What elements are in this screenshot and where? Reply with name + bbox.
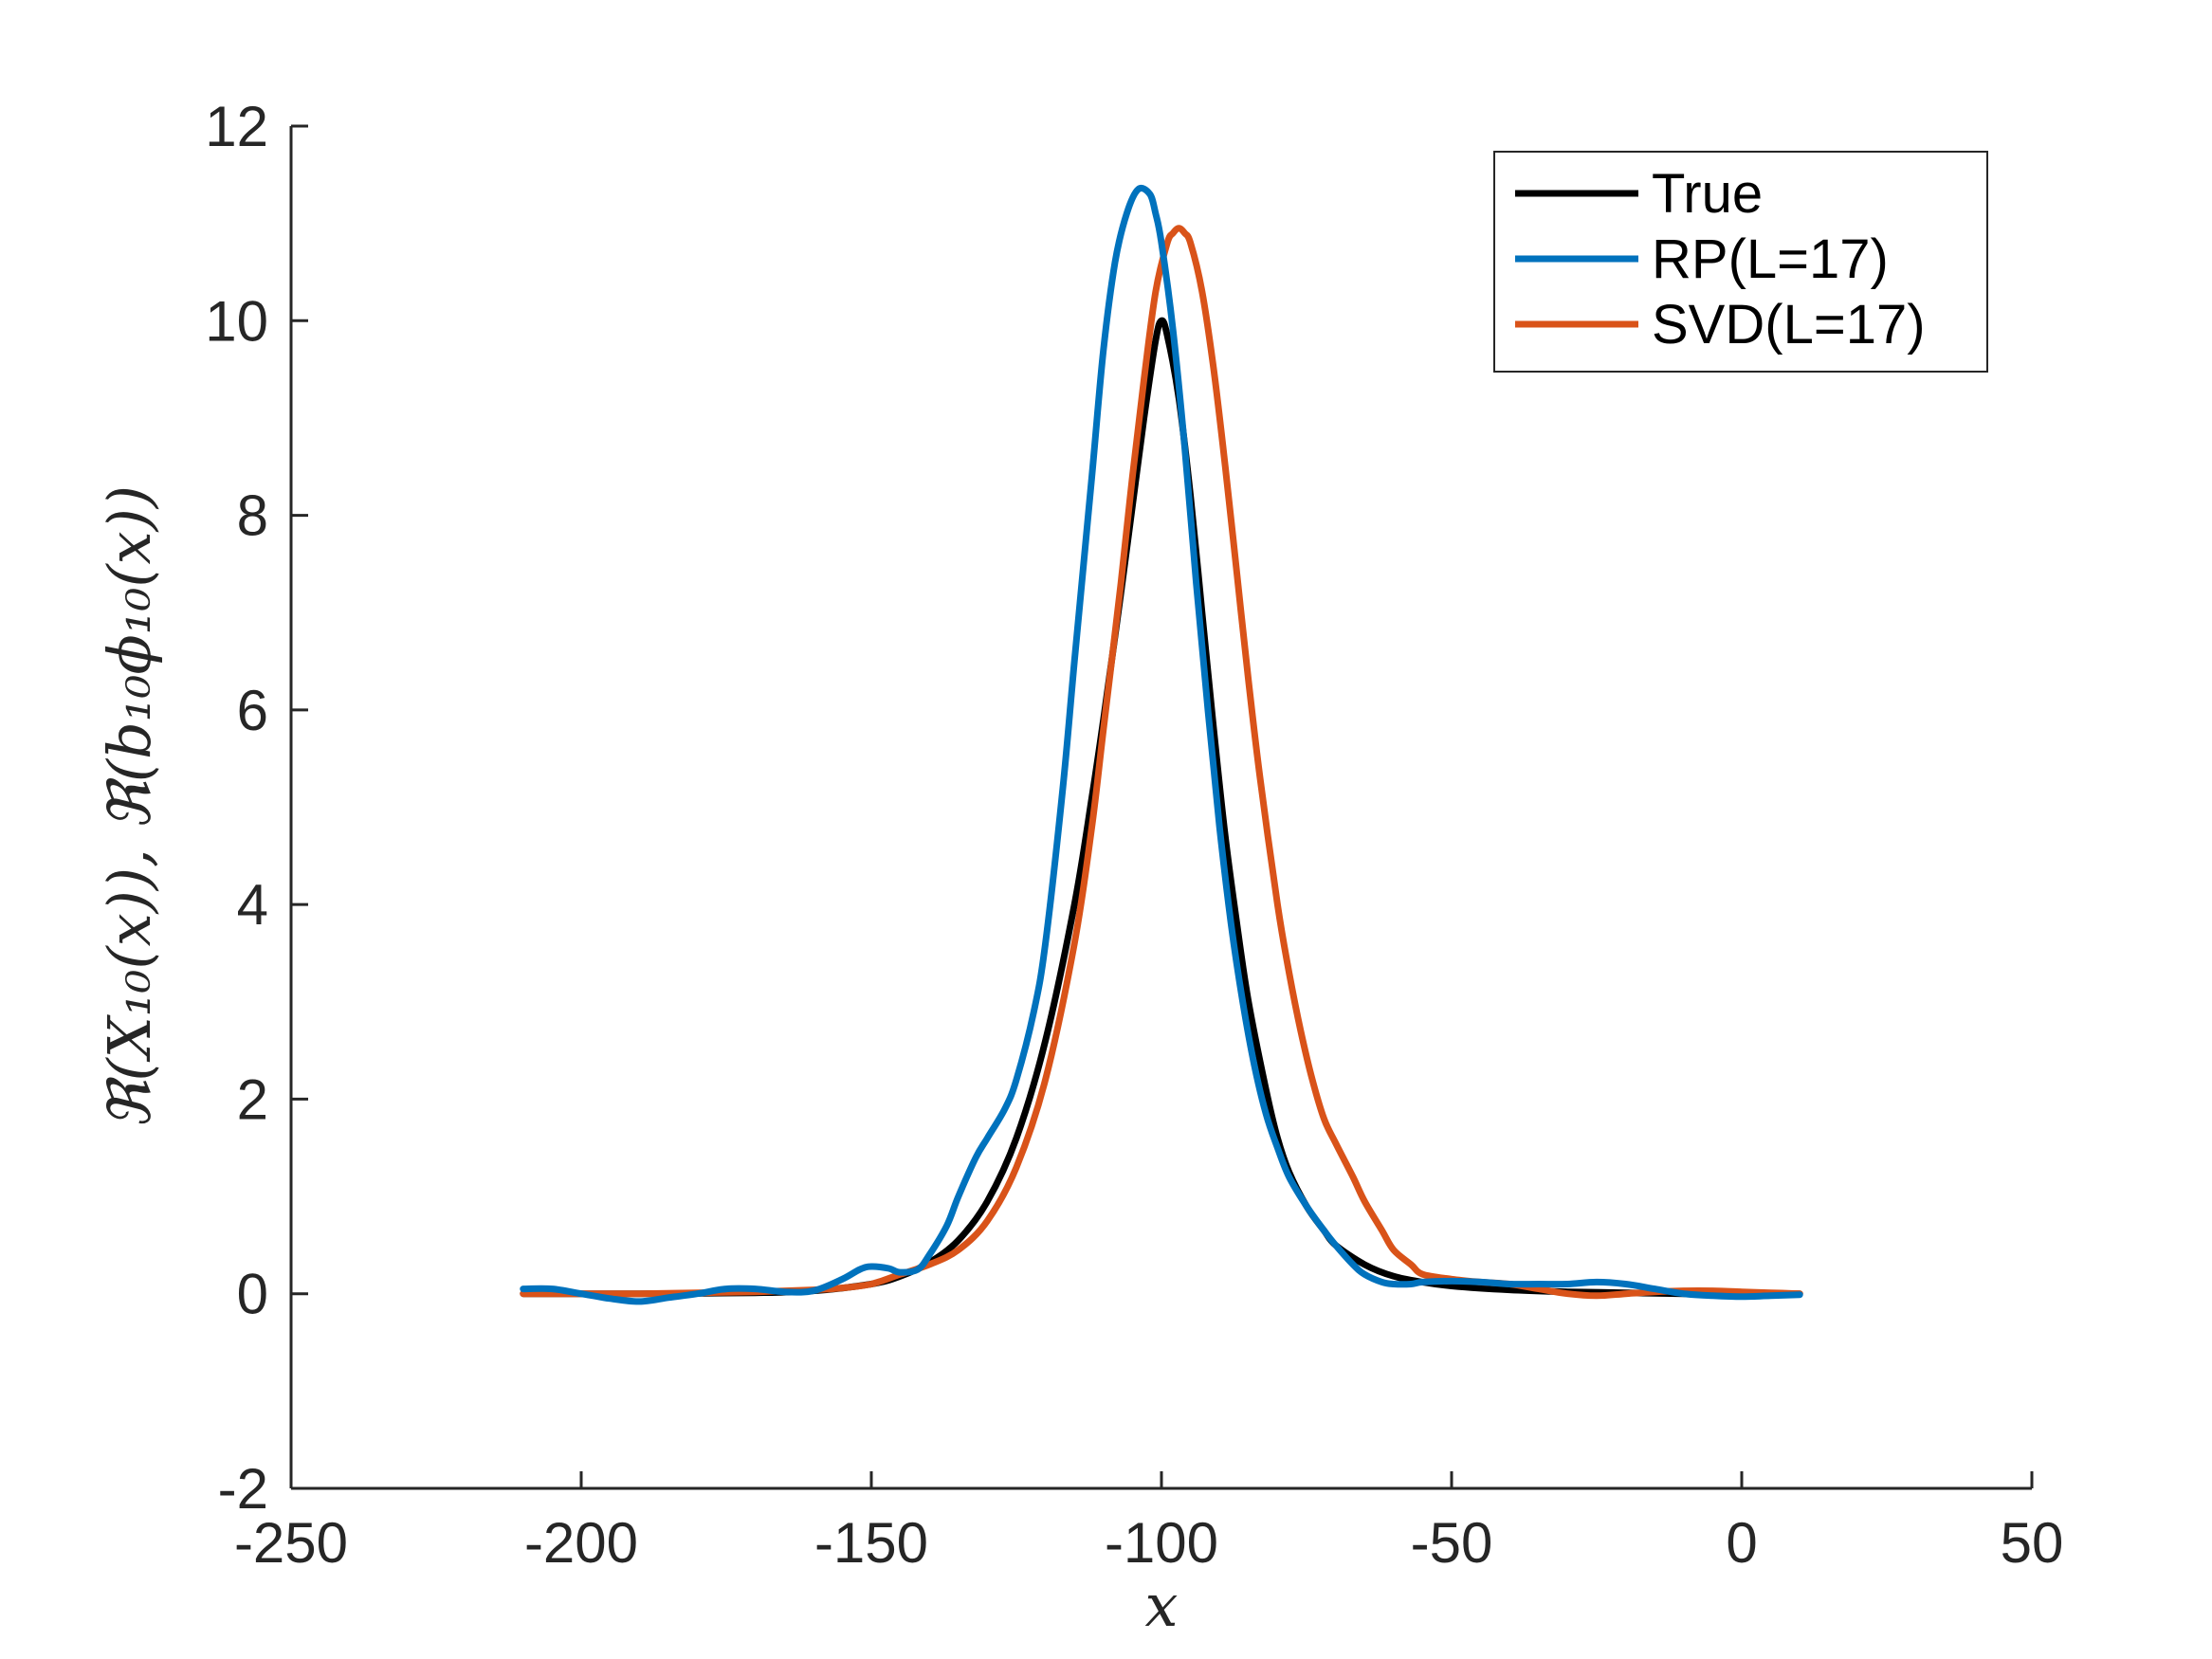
legend-label: SVD(L=17) xyxy=(1652,294,1926,356)
y-ticks: -2 0 2 4 6 8 10 12 xyxy=(205,95,308,1521)
x-tick-label: -150 xyxy=(814,1511,928,1575)
y-axis-label: ℜ(X₁₀(x)), ℜ(b₁₀ϕ₁₀(x)) xyxy=(95,485,164,1129)
x-ticks: -250 -200 -150 -100 -50 0 50 xyxy=(234,1471,2063,1575)
y-tick-label: 8 xyxy=(237,484,268,548)
series-line-rp-l-17 xyxy=(520,185,1803,1305)
x-tick-label: -50 xyxy=(1411,1511,1493,1575)
y-tick-label: 4 xyxy=(237,873,268,937)
x-tick-label: -200 xyxy=(524,1511,638,1575)
y-tick-label: 6 xyxy=(237,679,268,742)
x-tick-label: -100 xyxy=(1105,1511,1218,1575)
legend-label: RP(L=17) xyxy=(1652,228,1889,290)
x-tick-label: -250 xyxy=(234,1511,348,1575)
axes: -250 -200 -150 -100 -50 0 50 -2 0 2 4 6 8 10 12 xyxy=(205,95,2063,1575)
x-tick-label: 0 xyxy=(1726,1511,1757,1575)
series-line-svd-l-17 xyxy=(520,225,1803,1300)
x-axis-label: x xyxy=(1145,1571,1179,1640)
y-tick-label: 0 xyxy=(237,1263,268,1326)
x-tick-label: 50 xyxy=(2001,1511,2064,1575)
series-line-true xyxy=(520,317,1803,1298)
y-tick-label: 2 xyxy=(237,1067,268,1131)
y-tick-label: 12 xyxy=(205,95,268,158)
series-layer xyxy=(520,185,1803,1305)
y-tick-label: 10 xyxy=(205,289,268,353)
legend-label: True xyxy=(1652,163,1763,225)
y-tick-label: -2 xyxy=(218,1457,268,1521)
